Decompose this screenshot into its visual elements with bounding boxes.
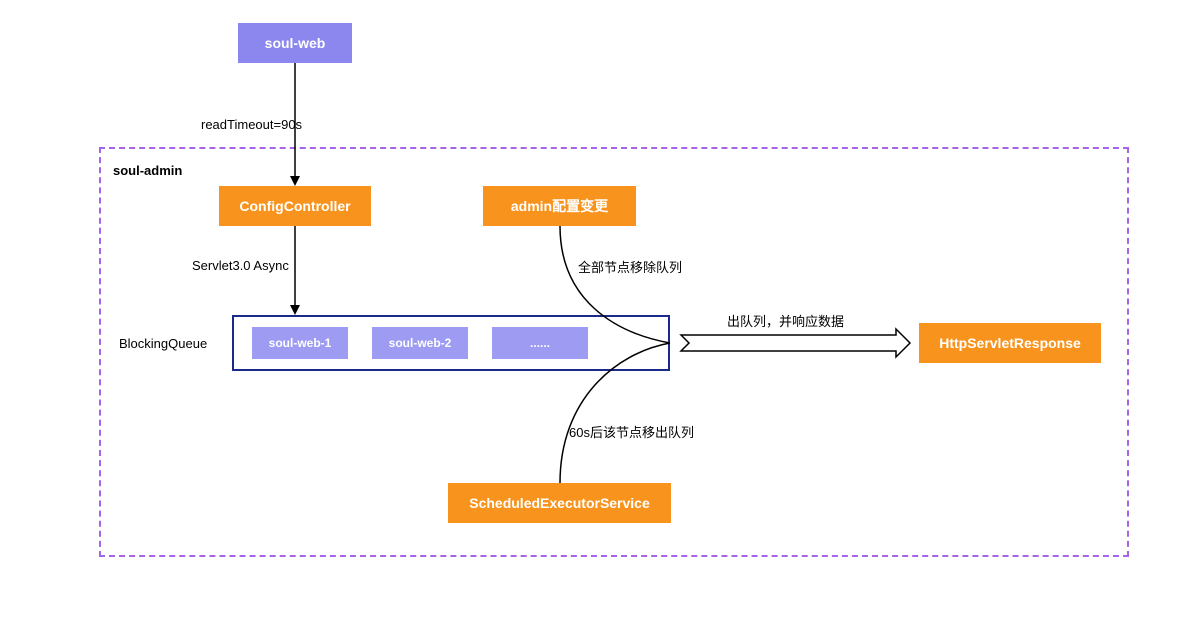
node-config-controller-label: ConfigController (239, 198, 350, 214)
node-scheduled-executor: ScheduledExecutorService (448, 483, 671, 523)
node-http-response-label: HttpServletResponse (939, 335, 1081, 351)
blocking-queue-items: soul-web-1 soul-web-2...... (252, 327, 588, 359)
queue-item: ...... (492, 327, 588, 359)
queue-item: soul-web-1 (252, 327, 348, 359)
edge-label-after-60s-remove: 60s后该节点移出队列 (569, 422, 694, 441)
edge-label-servlet-async: Servlet3.0 Async (192, 258, 289, 273)
soul-admin-label: soul-admin (113, 163, 182, 178)
label-blocking-queue: BlockingQueue (119, 336, 207, 351)
node-soul-web-label: soul-web (265, 35, 326, 51)
edge-label-dequeue-respond: 出队列，并响应数据 (727, 311, 844, 330)
edge-label-read-timeout: readTimeout=90s (201, 117, 302, 132)
node-admin-change-label: admin配置变更 (511, 196, 608, 216)
edge-label-all-nodes-remove: 全部节点移除队列 (578, 257, 682, 276)
node-http-response: HttpServletResponse (919, 323, 1101, 363)
node-config-controller: ConfigController (219, 186, 371, 226)
queue-item: soul-web-2 (372, 327, 468, 359)
node-scheduled-executor-label: ScheduledExecutorService (469, 495, 650, 511)
node-soul-web: soul-web (238, 23, 352, 63)
node-admin-change: admin配置变更 (483, 186, 636, 226)
